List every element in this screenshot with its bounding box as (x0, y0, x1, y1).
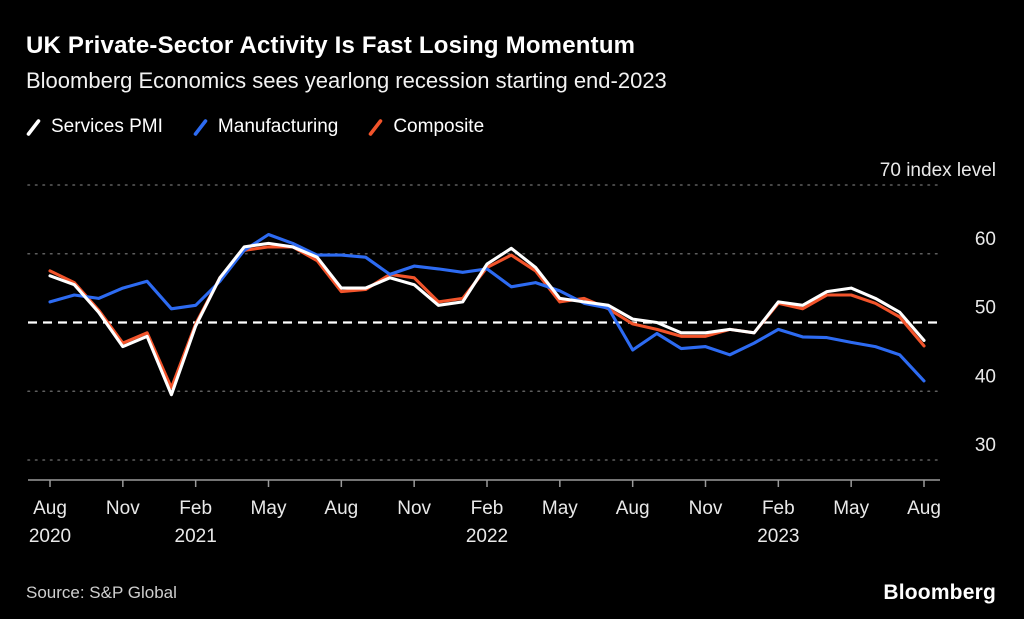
composite-line-swatch-icon (369, 118, 383, 136)
svg-text:2023: 2023 (757, 526, 799, 547)
y-axis-labels: 30 40 50 60 70 index level (880, 160, 996, 456)
series-lines (48, 232, 926, 397)
svg-text:May: May (251, 498, 287, 519)
svg-text:2022: 2022 (466, 526, 508, 547)
services-line-swatch-icon (26, 118, 41, 136)
svg-text:Aug: Aug (324, 498, 358, 519)
chart-legend: Services PMI Manufacturing Composite (26, 116, 484, 138)
svg-text:Nov: Nov (106, 498, 140, 519)
svg-text:Feb: Feb (179, 498, 212, 519)
gridlines (27, 184, 941, 461)
manufacturing-line-swatch-icon (193, 118, 208, 136)
svg-text:Aug: Aug (616, 498, 650, 519)
svg-text:May: May (542, 498, 578, 519)
legend-label-services: Services PMI (51, 116, 163, 137)
bloomberg-logo: Bloomberg (883, 581, 996, 604)
source-attribution: Source: S&P Global (26, 583, 177, 602)
svg-text:Feb: Feb (762, 498, 795, 519)
svg-text:40: 40 (975, 366, 996, 387)
svg-text:May: May (833, 498, 869, 519)
svg-text:30: 30 (975, 435, 996, 456)
svg-text:70 index level: 70 index level (880, 160, 996, 181)
svg-text:Feb: Feb (471, 498, 504, 519)
legend-label-manufacturing: Manufacturing (217, 116, 339, 137)
x-axis-labels: Aug 2020 Nov Feb 2021 May Aug Nov Feb 2022 May Aug N… (29, 498, 941, 547)
svg-text:Aug: Aug (907, 498, 941, 519)
svg-text:Nov: Nov (397, 498, 431, 519)
legend-item-manufacturing: Manufacturing (193, 116, 338, 138)
legend-item-composite: Composite (368, 116, 484, 138)
x-axis (28, 479, 940, 487)
svg-text:50: 50 (975, 298, 996, 319)
legend-label-composite: Composite (393, 116, 485, 137)
chart-subtitle: Bloomberg Economics sees yearlong recess… (26, 68, 667, 93)
svg-text:2020: 2020 (29, 526, 71, 547)
svg-text:Nov: Nov (689, 498, 723, 519)
svg-text:Aug: Aug (33, 498, 67, 519)
chart-title: UK Private-Sector Activity Is Fast Losin… (26, 32, 636, 59)
legend-item-services: Services PMI (26, 116, 163, 138)
svg-text:60: 60 (975, 229, 996, 250)
svg-text:2021: 2021 (175, 526, 217, 547)
